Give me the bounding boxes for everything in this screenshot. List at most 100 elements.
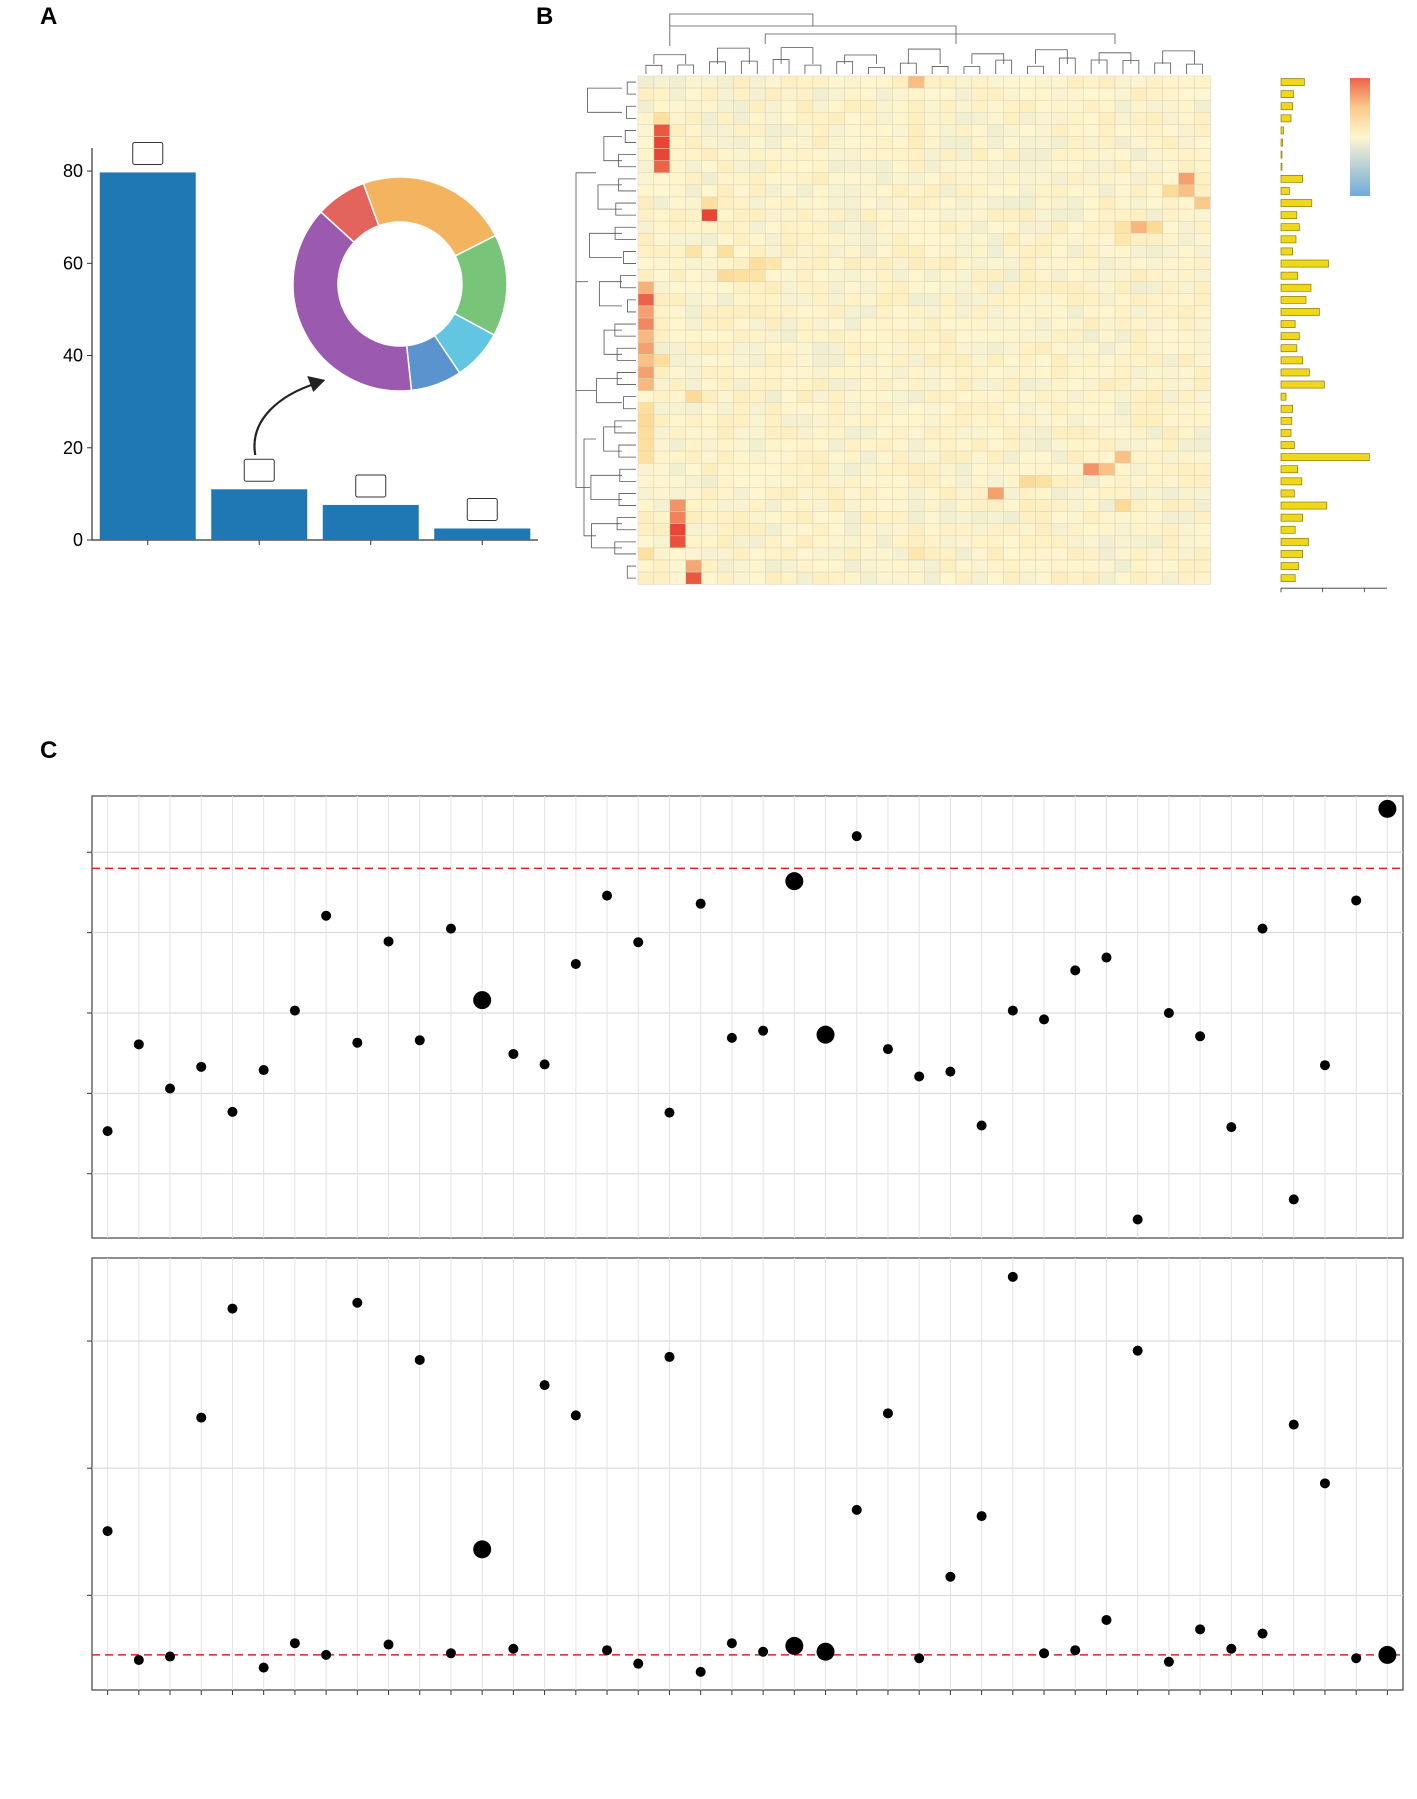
heatmap-cell <box>733 136 750 149</box>
data-point <box>165 1083 176 1094</box>
heatmap-cell <box>860 220 877 234</box>
heatmap-cell <box>764 305 782 319</box>
heatmap-cell <box>1098 160 1116 174</box>
heatmap-cell <box>1194 571 1211 585</box>
dendrogram-branch <box>627 299 636 313</box>
heatmap-cell <box>764 293 782 307</box>
heatmap-cell <box>812 220 830 234</box>
heatmap-cell <box>939 87 957 101</box>
heatmap-cell <box>701 257 718 270</box>
data-point <box>289 1005 300 1016</box>
heatmap-cell <box>812 87 830 101</box>
heatmap-cell <box>955 378 973 391</box>
data-point <box>1163 1007 1174 1018</box>
heatmap-cell <box>1098 450 1116 464</box>
data-point <box>1378 799 1397 818</box>
heatmap-cell <box>1019 511 1036 524</box>
heatmap-cell <box>685 450 702 464</box>
heatmap-cell <box>1067 317 1084 331</box>
heatmap-cell <box>955 475 973 488</box>
heatmap-cell <box>653 305 671 319</box>
heatmap-cell <box>796 136 814 149</box>
heatmap-cell <box>1098 414 1116 428</box>
heatmap-cell <box>892 559 909 573</box>
heatmap-cell <box>1035 378 1052 391</box>
heatmap-cell <box>1035 571 1052 585</box>
heatmap-cell <box>1162 414 1179 428</box>
heatmap-cell <box>1114 438 1132 452</box>
heatmap-cell <box>1114 329 1132 343</box>
heatmap-cell <box>908 220 925 234</box>
heatmap-cell <box>1082 499 1100 512</box>
heatmap-cell <box>780 208 798 222</box>
heatmap-cell <box>828 148 845 161</box>
heatmap-cell <box>701 160 718 174</box>
heatmap-cell <box>1098 281 1116 295</box>
heatmap-cell <box>796 511 814 524</box>
data-point <box>976 1511 987 1522</box>
dendrogram-branch <box>764 33 1116 44</box>
heatmap-cell <box>669 196 686 210</box>
heatmap-cell <box>1114 160 1132 174</box>
heatmap-cell <box>1178 341 1195 355</box>
heatmap-cell <box>876 160 893 174</box>
heatmap-cell <box>939 184 957 198</box>
heatmap-cell <box>701 317 718 331</box>
heatmap-cell <box>860 269 877 282</box>
heatmap-cell <box>971 269 989 282</box>
heatmap-cell <box>828 511 845 524</box>
heatmap-cell <box>1067 172 1084 186</box>
heatmap-cell <box>955 354 973 367</box>
heatmap-cell <box>796 257 814 270</box>
dendrogram-branch <box>624 130 636 143</box>
heatmap-cell <box>876 341 893 355</box>
heatmap-cell <box>1003 450 1020 464</box>
heatmap-cell <box>764 99 782 113</box>
heatmap-cell <box>844 523 861 537</box>
heatmap-cell <box>1067 414 1084 428</box>
heatmap-cell <box>1146 414 1163 428</box>
heatmap-cell <box>939 317 957 331</box>
heatmap-cell <box>1082 378 1100 391</box>
heatmap-cell <box>860 305 877 319</box>
dendrogram-branch <box>1035 49 1068 64</box>
heatmap-cell <box>955 414 973 428</box>
heatmap-cell <box>701 233 718 246</box>
data-point <box>851 831 862 842</box>
heatmap-cell <box>749 475 766 488</box>
heatmap-cell <box>1003 208 1020 222</box>
expression-bar <box>1280 211 1298 220</box>
heatmap-cell <box>701 523 718 537</box>
heatmap-cell <box>1162 160 1179 174</box>
heatmap-cell <box>908 136 925 149</box>
data-point <box>539 1059 550 1070</box>
heatmap-cell <box>701 112 718 125</box>
heatmap-cell <box>1162 172 1179 186</box>
heatmap-cell <box>812 305 830 319</box>
heatmap-cell <box>1082 438 1100 452</box>
heatmap-cell <box>1019 317 1036 331</box>
heatmap-cell <box>1194 487 1211 500</box>
expression-bar <box>1280 356 1303 365</box>
heatmap-cell <box>637 378 655 391</box>
data-point <box>758 1646 769 1657</box>
heatmap-cell <box>1067 354 1084 367</box>
heatmap-cell <box>1146 305 1163 319</box>
heatmap-cell <box>1178 305 1195 319</box>
heatmap-cell <box>923 414 941 428</box>
heatmap-cell <box>764 257 782 270</box>
heatmap-cell <box>780 402 798 416</box>
heatmap-cell <box>955 233 973 246</box>
heatmap-cell <box>876 184 893 198</box>
heatmap-cell <box>876 559 893 573</box>
heatmap-cell <box>939 559 957 573</box>
heatmap-cell <box>1003 112 1020 125</box>
heatmap-cell <box>1146 293 1163 307</box>
heatmap-cell <box>1082 233 1100 246</box>
heatmap-cell <box>1130 378 1148 391</box>
heatmap-cell <box>1146 245 1163 258</box>
heatmap-cell <box>669 305 686 319</box>
heatmap-cell <box>1082 426 1100 440</box>
heatmap-cell <box>1067 245 1084 258</box>
heatmap-cell <box>796 160 814 174</box>
